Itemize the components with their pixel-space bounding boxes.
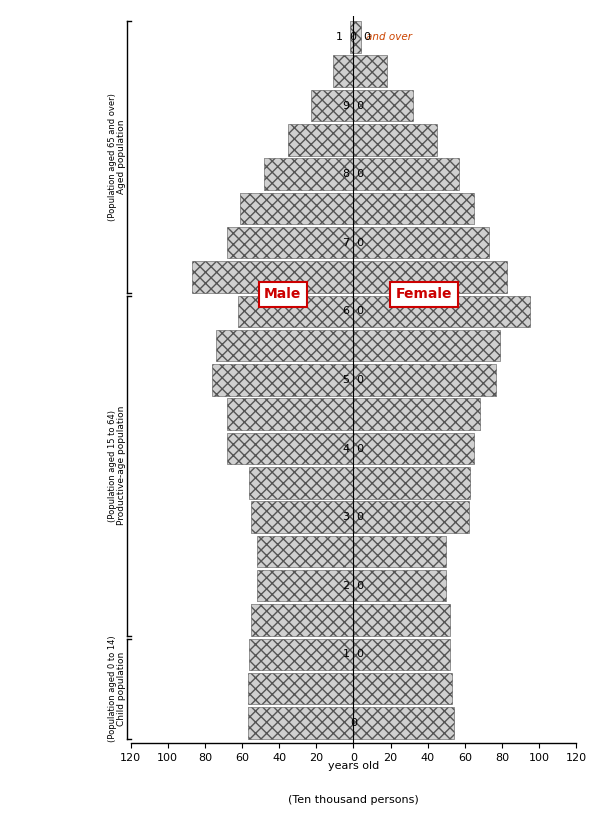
Bar: [353, 399, 479, 430]
Text: 4  0: 4 0: [343, 444, 364, 453]
Bar: [212, 364, 353, 395]
Text: 7  0: 7 0: [343, 238, 364, 248]
Text: 1  0  0: 1 0 0: [336, 32, 371, 42]
Bar: [353, 605, 450, 636]
Bar: [353, 56, 387, 87]
Bar: [353, 21, 361, 53]
Bar: [216, 330, 353, 361]
Bar: [353, 193, 474, 224]
Text: 0: 0: [350, 718, 357, 728]
Text: 1  0: 1 0: [343, 650, 364, 659]
Text: years old: years old: [328, 761, 379, 770]
Bar: [249, 639, 353, 670]
Bar: [353, 502, 469, 533]
Bar: [353, 124, 437, 155]
Bar: [289, 124, 353, 155]
Bar: [353, 467, 470, 498]
Bar: [353, 536, 446, 567]
Text: 3  0: 3 0: [343, 512, 364, 522]
Text: (Population aged 0 to 14): (Population aged 0 to 14): [108, 636, 116, 742]
Bar: [353, 570, 446, 601]
Text: (Ten thousand persons): (Ten thousand persons): [288, 795, 419, 805]
Bar: [333, 56, 353, 87]
Bar: [353, 90, 413, 121]
Text: Male: Male: [264, 287, 302, 301]
Text: 2  0: 2 0: [343, 581, 364, 591]
Text: Productive-age population: Productive-age population: [117, 406, 126, 525]
Bar: [238, 296, 353, 327]
Bar: [353, 639, 450, 670]
Text: 8  0: 8 0: [343, 169, 364, 179]
Bar: [350, 21, 353, 53]
Bar: [311, 90, 353, 121]
Text: 9  0: 9 0: [343, 100, 364, 110]
Bar: [240, 193, 353, 224]
Bar: [227, 227, 353, 258]
Bar: [353, 708, 454, 739]
Text: 6  0: 6 0: [343, 306, 364, 316]
Bar: [264, 158, 353, 190]
Text: Aged population: Aged population: [117, 120, 126, 194]
Bar: [353, 227, 489, 258]
Bar: [248, 673, 353, 704]
Text: (Population aged 65 and over): (Population aged 65 and over): [108, 93, 116, 221]
Bar: [227, 399, 353, 430]
Bar: [353, 158, 459, 190]
Bar: [353, 433, 474, 464]
Bar: [249, 467, 353, 498]
Bar: [353, 364, 497, 395]
Bar: [353, 330, 500, 361]
Text: Child population: Child population: [117, 651, 126, 725]
Bar: [192, 261, 353, 292]
Bar: [251, 502, 353, 533]
Bar: [257, 536, 353, 567]
Bar: [353, 296, 530, 327]
Bar: [248, 708, 353, 739]
Text: (Population aged 15 to 64): (Population aged 15 to 64): [108, 409, 116, 521]
Text: 5  0: 5 0: [343, 375, 364, 385]
Bar: [353, 261, 507, 292]
Text: and over: and over: [366, 32, 412, 42]
Text: Female: Female: [396, 287, 452, 301]
Bar: [353, 673, 452, 704]
Bar: [257, 570, 353, 601]
Bar: [251, 605, 353, 636]
Bar: [227, 433, 353, 464]
